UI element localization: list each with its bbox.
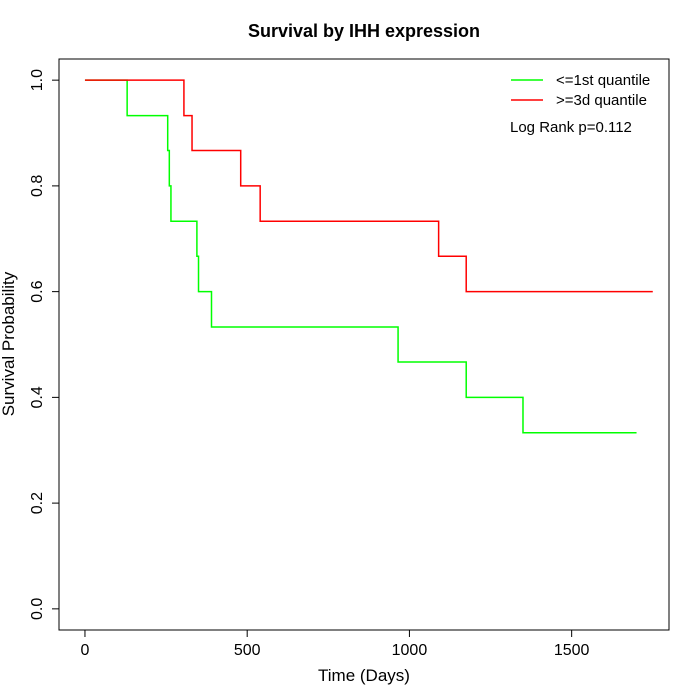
y-axis-label: Survival Probability (0, 271, 18, 416)
x-tick-label: 1500 (554, 642, 590, 659)
legend-label-0: <=1st quantile (556, 72, 650, 89)
y-tick-label: 0.2 (29, 492, 46, 514)
legend-label-1: >=3d quantile (556, 92, 647, 109)
x-axis: 0 500 1000 1500 (81, 629, 590, 659)
x-axis-label: Time (Days) (318, 666, 410, 685)
y-tick-label: 0.8 (29, 175, 46, 197)
y-axis: 0.0 0.2 0.4 0.6 0.8 1.0 (29, 69, 60, 620)
x-tick-label: 1000 (392, 642, 428, 659)
y-tick-label: 0.0 (29, 598, 46, 620)
y-tick-label: 0.6 (29, 280, 46, 302)
legend: <=1st quantile >=3d quantile (511, 72, 650, 109)
log-rank-annotation: Log Rank p=0.112 (510, 119, 632, 136)
x-tick-label: 500 (234, 642, 261, 659)
y-tick-label: 1.0 (29, 69, 46, 91)
chart-title: Survival by IHH expression (248, 21, 480, 41)
x-tick-label: 0 (81, 642, 90, 659)
plot-frame (58, 58, 670, 631)
series-line-0 (84, 79, 637, 434)
series-layer (84, 79, 653, 434)
series-line-1 (84, 79, 653, 293)
y-tick-label: 0.4 (29, 386, 46, 408)
